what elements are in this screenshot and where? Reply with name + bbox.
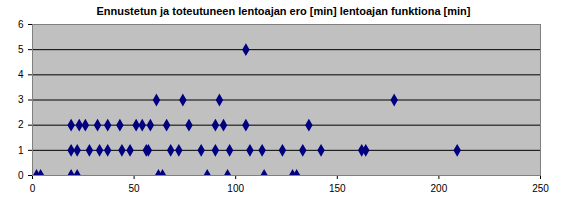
svg-text:0: 0 [18,170,24,181]
svg-text:50: 50 [129,183,141,194]
svg-text:6: 6 [18,19,24,30]
svg-text:3: 3 [18,94,24,105]
svg-text:0: 0 [30,183,36,194]
svg-text:250: 250 [532,183,549,194]
svg-text:150: 150 [329,183,346,194]
svg-text:100: 100 [227,183,244,194]
svg-text:1: 1 [18,145,24,156]
html-text:Ennustetun ja toteutuneen lent: Ennustetun ja toteutuneen lentoajan ero … [96,5,471,17]
svg-text:5: 5 [18,44,24,55]
svg-text:200: 200 [431,183,448,194]
svg-text:4: 4 [18,69,24,80]
svg-text:2: 2 [18,119,24,130]
